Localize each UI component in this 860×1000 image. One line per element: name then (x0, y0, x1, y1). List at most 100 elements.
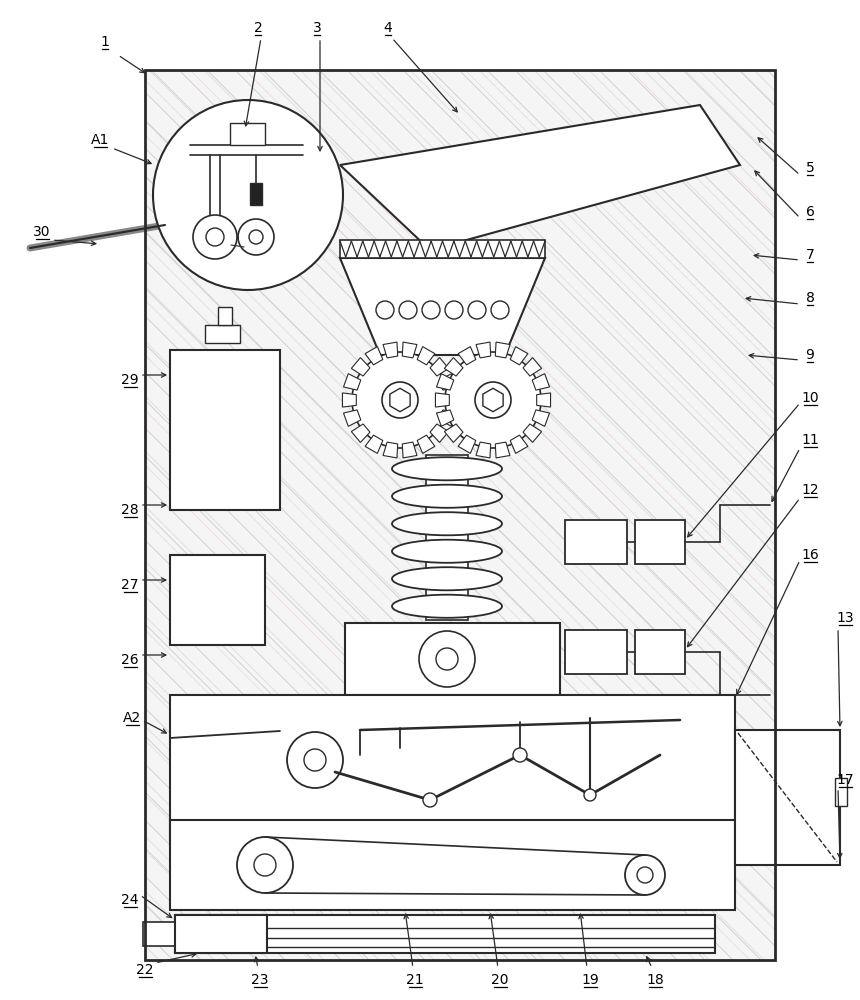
Polygon shape (430, 424, 449, 442)
Polygon shape (445, 358, 463, 376)
Text: 24: 24 (121, 893, 138, 907)
Ellipse shape (392, 512, 502, 535)
Bar (170, 820, 735, 910)
Text: 13: 13 (836, 611, 854, 625)
Text: 30: 30 (34, 225, 51, 239)
Polygon shape (495, 442, 510, 458)
Circle shape (352, 352, 448, 448)
Polygon shape (532, 410, 550, 426)
Circle shape (382, 382, 418, 418)
Bar (145, 70, 775, 960)
Circle shape (625, 855, 665, 895)
Bar (345, 623, 560, 695)
Polygon shape (537, 393, 550, 407)
Polygon shape (476, 342, 491, 358)
Ellipse shape (392, 457, 502, 480)
Text: 23: 23 (251, 973, 268, 987)
Ellipse shape (392, 567, 502, 590)
Text: 4: 4 (384, 21, 392, 35)
Bar (565, 520, 627, 564)
Polygon shape (343, 410, 361, 426)
Circle shape (419, 631, 475, 687)
Circle shape (422, 301, 440, 319)
Text: 5: 5 (806, 161, 814, 175)
Text: 22: 22 (136, 963, 154, 977)
Bar (426, 455, 468, 620)
Text: 19: 19 (581, 973, 599, 987)
Circle shape (153, 100, 343, 290)
Polygon shape (510, 435, 528, 453)
Bar (250, 183, 262, 205)
Polygon shape (366, 435, 383, 453)
Bar (170, 350, 280, 510)
Polygon shape (482, 388, 503, 412)
Polygon shape (439, 410, 457, 426)
Text: 20: 20 (491, 973, 509, 987)
Polygon shape (444, 393, 458, 407)
Text: 7: 7 (806, 248, 814, 262)
Polygon shape (458, 347, 476, 365)
Bar (170, 555, 265, 645)
Text: 6: 6 (806, 205, 814, 219)
Circle shape (491, 301, 509, 319)
Bar (205, 325, 240, 343)
Ellipse shape (392, 595, 502, 618)
Polygon shape (430, 358, 449, 376)
Polygon shape (437, 410, 454, 426)
Ellipse shape (392, 540, 502, 563)
Bar (635, 520, 685, 564)
Circle shape (399, 301, 417, 319)
Bar (635, 630, 685, 674)
Bar (170, 695, 735, 840)
Text: 9: 9 (806, 348, 814, 362)
Circle shape (249, 230, 263, 244)
Circle shape (513, 748, 527, 762)
Polygon shape (342, 393, 356, 407)
Polygon shape (435, 393, 449, 407)
Polygon shape (352, 424, 370, 442)
Text: 26: 26 (121, 653, 138, 667)
Circle shape (238, 219, 274, 255)
Bar (175, 915, 715, 953)
Polygon shape (523, 358, 542, 376)
Circle shape (376, 301, 394, 319)
Polygon shape (340, 105, 740, 250)
Circle shape (287, 732, 343, 788)
Circle shape (237, 837, 293, 893)
Bar (835, 778, 847, 806)
Circle shape (254, 854, 276, 876)
Polygon shape (523, 424, 542, 442)
Polygon shape (340, 258, 545, 355)
Polygon shape (532, 374, 550, 390)
Circle shape (475, 382, 511, 418)
Circle shape (445, 301, 463, 319)
Text: A1: A1 (91, 133, 109, 147)
Circle shape (193, 215, 237, 259)
Text: 27: 27 (121, 578, 138, 592)
Circle shape (445, 352, 541, 448)
Bar (735, 730, 840, 865)
Text: 1: 1 (101, 35, 109, 49)
Bar (143, 922, 178, 946)
Text: 2: 2 (254, 21, 262, 35)
Bar (218, 307, 232, 325)
Bar (230, 123, 265, 145)
Text: A2: A2 (123, 711, 141, 725)
Polygon shape (390, 388, 410, 412)
Polygon shape (495, 342, 510, 358)
Polygon shape (383, 342, 397, 358)
Text: 17: 17 (836, 773, 854, 787)
Text: 16: 16 (802, 548, 819, 562)
Text: 3: 3 (313, 21, 322, 35)
Bar (565, 630, 627, 674)
Polygon shape (437, 374, 454, 390)
Text: 28: 28 (121, 503, 138, 517)
Polygon shape (476, 442, 491, 458)
Circle shape (436, 648, 458, 670)
Polygon shape (402, 442, 417, 458)
Polygon shape (445, 424, 463, 442)
Polygon shape (458, 435, 476, 453)
Polygon shape (417, 347, 435, 365)
Text: 18: 18 (646, 973, 664, 987)
Bar (175, 915, 267, 953)
